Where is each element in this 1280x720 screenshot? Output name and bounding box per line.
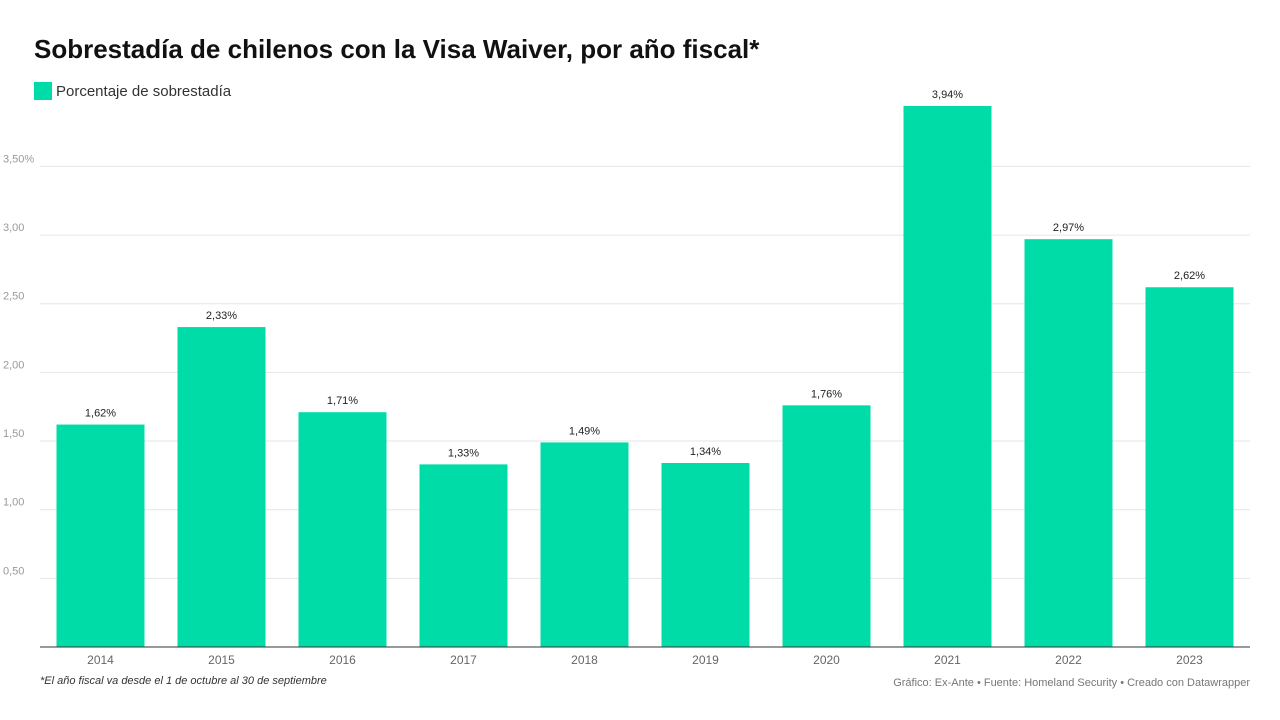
bar <box>56 424 145 647</box>
x-tick-label: 2014 <box>87 653 114 667</box>
x-tick-label: 2022 <box>1055 653 1082 667</box>
bar <box>177 327 266 647</box>
credits: Gráfico: Ex-Ante • Fuente: Homeland Secu… <box>893 677 1250 689</box>
x-tick-label: 2017 <box>450 653 477 667</box>
footnote: *El año fiscal va desde el 1 de octubre … <box>40 675 327 687</box>
y-tick-label: 2,00 <box>3 359 24 371</box>
data-label: 1,71% <box>327 395 358 407</box>
data-label: 1,76% <box>811 388 842 400</box>
y-tick-label: 3,00 <box>3 222 24 234</box>
legend-label: Porcentaje de sobrestadía <box>56 82 232 100</box>
y-tick-label: 3,50% <box>3 153 34 165</box>
bar <box>903 106 992 647</box>
bar <box>661 463 750 647</box>
x-tick-label: 2016 <box>329 653 356 667</box>
data-label: 2,62% <box>1174 270 1205 282</box>
bar <box>298 412 387 647</box>
x-tick-label: 2020 <box>813 653 840 667</box>
x-tick-label: 2018 <box>571 653 598 667</box>
x-tick-label: 2021 <box>934 653 961 667</box>
y-tick-label: 0,50 <box>3 565 24 577</box>
bar <box>419 464 508 647</box>
data-label: 1,49% <box>569 425 600 437</box>
data-label: 1,62% <box>85 408 116 420</box>
bar <box>540 442 629 647</box>
y-tick-label: 2,50 <box>3 291 24 303</box>
x-tick-label: 2015 <box>208 653 235 667</box>
bar <box>782 405 871 647</box>
data-label: 1,33% <box>448 447 479 459</box>
x-tick-label: 2023 <box>1176 653 1203 667</box>
y-tick-label: 1,50 <box>3 428 24 440</box>
data-label: 2,97% <box>1053 222 1084 234</box>
data-label: 2,33% <box>206 310 237 322</box>
data-label: 1,34% <box>690 446 721 458</box>
legend: Porcentaje de sobrestadía <box>34 82 231 100</box>
legend-swatch <box>34 82 52 100</box>
x-tick-label: 2019 <box>692 653 719 667</box>
chart-title: Sobrestadía de chilenos con la Visa Waiv… <box>34 34 760 64</box>
y-tick-label: 1,00 <box>3 497 24 509</box>
bar <box>1145 287 1234 647</box>
data-label: 3,94% <box>932 89 963 101</box>
bar <box>1024 239 1113 647</box>
